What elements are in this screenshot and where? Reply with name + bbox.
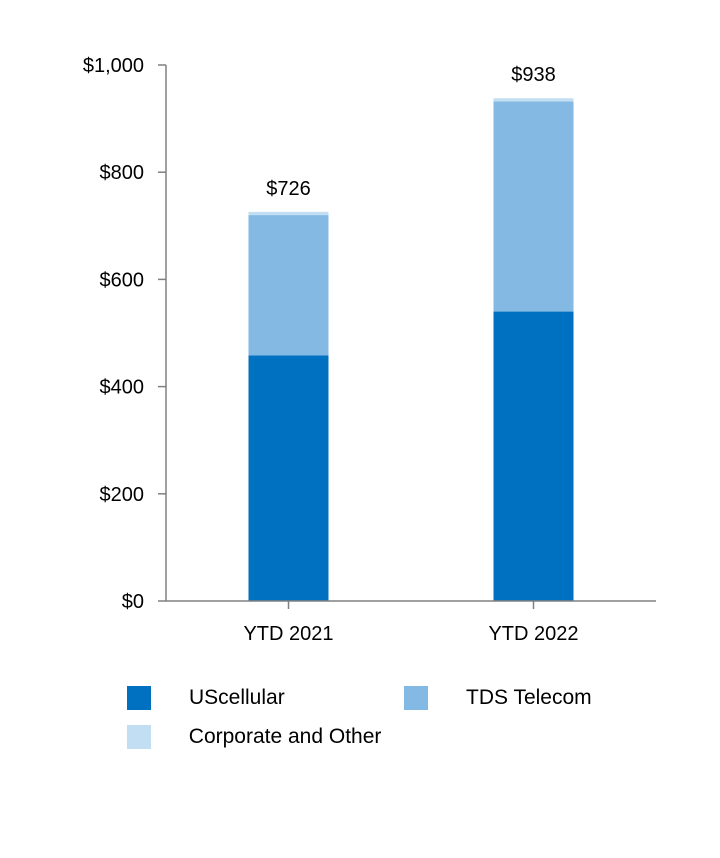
y-tick-label: $400 — [100, 377, 145, 399]
y-tick-label: $600 — [100, 269, 145, 291]
y-tick-label: $1,000 — [83, 55, 144, 77]
y-axis-ticks: $0 $200 $400 $600 $800 $1,000 — [83, 55, 167, 613]
bar-segment — [248, 211, 329, 216]
bar-segment — [248, 355, 329, 601]
total-data-label: $938 — [511, 64, 556, 86]
y-tick-label: $800 — [100, 162, 145, 184]
bar-segment — [493, 311, 574, 601]
y-tick-label: $0 — [122, 591, 144, 613]
total-labels: $726 $938 — [266, 64, 556, 200]
x-axis: YTD 2021 YTD 2022 — [166, 600, 656, 645]
y-tick-label: $200 — [100, 484, 145, 506]
bar-segment — [248, 215, 329, 356]
bar-segment — [493, 101, 574, 312]
x-tick-label: YTD 2021 — [243, 623, 333, 645]
bar-segment — [493, 98, 574, 102]
total-data-label: $726 — [266, 178, 311, 200]
bars — [248, 98, 574, 601]
x-tick-label: YTD 2022 — [488, 623, 578, 645]
